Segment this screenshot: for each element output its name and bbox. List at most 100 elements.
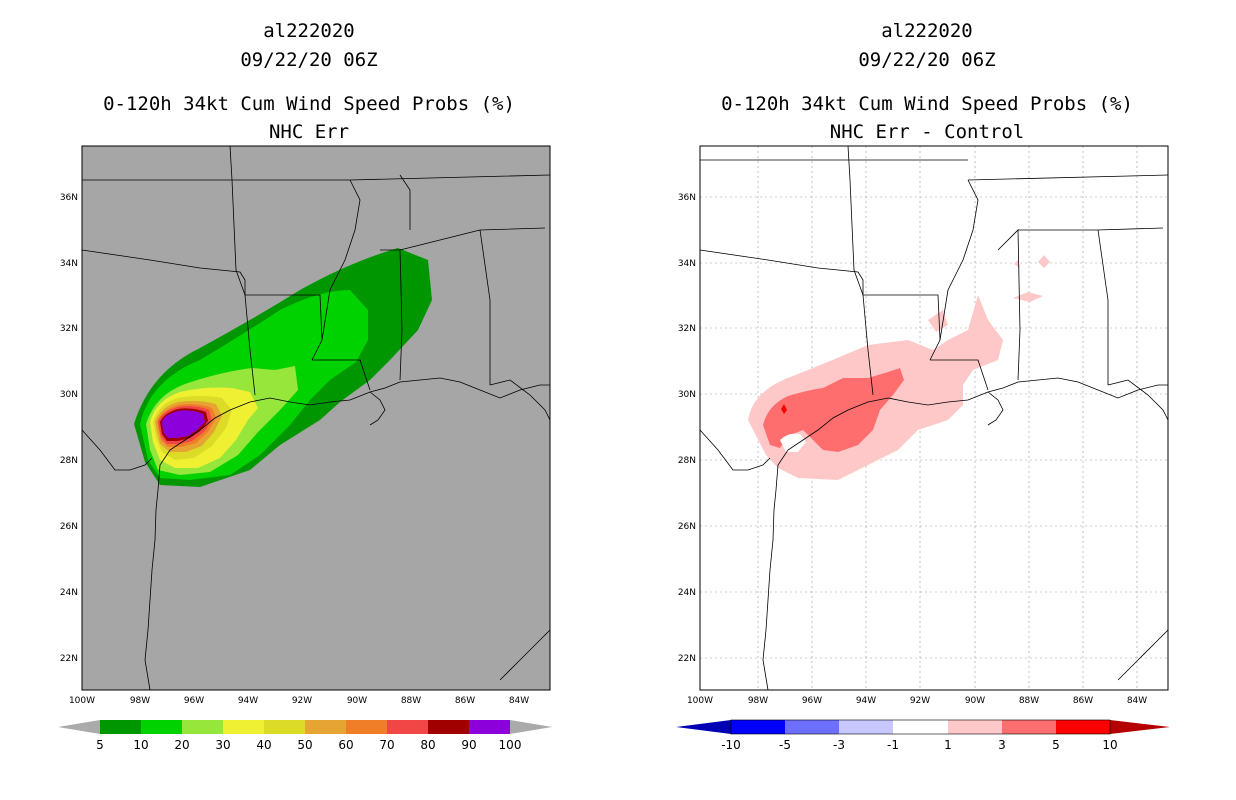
lon-label: 96W <box>184 696 204 706</box>
mississippi-border <box>939 179 1021 381</box>
storm-id-title: al222020 <box>263 20 355 42</box>
left-map-svg: 36N 34N 32N 30N 28N 26N 24N 22N 100W 98W… <box>58 145 552 752</box>
colorbar-label: 100 <box>499 738 522 752</box>
colorbar-label: 5 <box>1052 738 1060 752</box>
colorbar-swatch <box>1056 720 1110 734</box>
lon-label: 100W <box>687 696 713 706</box>
colorbar-swatch <box>785 720 839 734</box>
colorbar-label: -1 <box>887 738 899 752</box>
colorbar-swatch <box>305 720 346 734</box>
lon-axis: 100W 98W 96W 94W 92W 90W 88W 86W 84W <box>687 696 1147 706</box>
lon-label: 92W <box>910 696 930 706</box>
right-map-svg: 36N 34N 32N 30N 28N 26N 24N 22N 100W 98W… <box>676 145 1170 752</box>
product-title: 0-120h 34kt Cum Wind Speed Probs (%) <box>103 93 515 115</box>
lon-label: 88W <box>401 696 421 706</box>
colorbar-swatch <box>469 720 510 734</box>
alabama-border <box>399 227 546 385</box>
lon-label: 86W <box>1073 696 1093 706</box>
lon-label: 100W <box>69 696 95 706</box>
colorbar-label: 1 <box>944 738 952 752</box>
yucatan-coast <box>1117 629 1169 681</box>
lat-label: 34N <box>60 259 78 269</box>
colorbar-swatch <box>948 720 1002 734</box>
colorbar-label: -5 <box>779 738 791 752</box>
subtitle: NHC Err - Control <box>829 121 1025 143</box>
lat-label: 22N <box>678 654 696 664</box>
colorbar-label: -3 <box>833 738 845 752</box>
colorbar-low-arrow <box>58 720 100 734</box>
lon-label: 94W <box>238 696 258 706</box>
lon-label: 88W <box>1019 696 1039 706</box>
coastlines-borders <box>699 145 1169 691</box>
diff-1-3-b <box>928 310 948 332</box>
colorbar-label: 5 <box>96 738 104 752</box>
lat-label: 28N <box>60 456 78 466</box>
gulf-coast <box>144 377 550 691</box>
diff-3-5 <box>763 368 904 452</box>
lon-label: 92W <box>292 696 312 706</box>
alabama-border <box>1018 227 1164 385</box>
map-frame <box>81 145 551 691</box>
us-mexico-border <box>699 429 771 471</box>
mississippi-border <box>321 179 403 381</box>
colorbar-label: 90 <box>461 738 476 752</box>
colorbar-label: 60 <box>338 738 353 752</box>
colorbar-swatch <box>182 720 223 734</box>
datetime-title: 09/22/20 06Z <box>858 49 996 71</box>
tennessee-border <box>349 174 551 230</box>
diff-5-10 <box>781 404 787 414</box>
left-map-panel: al222020 09/22/20 06Z 0-120h 34kt Cum Wi… <box>58 20 552 752</box>
colorbar-swatch <box>1002 720 1056 734</box>
florida-coast <box>489 379 551 421</box>
datetime-title: 09/22/20 06Z <box>240 49 378 71</box>
colorbar-label: 10 <box>133 738 148 752</box>
lon-label: 94W <box>856 696 876 706</box>
colorbar-outline <box>730 719 1111 735</box>
lat-label: 30N <box>678 390 696 400</box>
colorbar-high-arrow <box>1110 720 1170 734</box>
louisiana-border <box>244 294 371 396</box>
colorbar-swatch <box>264 720 305 734</box>
colorbar-swatch <box>731 720 785 734</box>
right-map-panel: al222020 09/22/20 06Z 0-120h 34kt Cum Wi… <box>618 0 1236 800</box>
texas-oklahoma-border <box>81 249 246 295</box>
florida-coast <box>1107 379 1169 421</box>
colorbar-label: 50 <box>297 738 312 752</box>
colorbar-swatch <box>100 720 141 734</box>
gulf-coast <box>762 377 1168 691</box>
lat-label: 32N <box>678 324 696 334</box>
mississippi-delta <box>369 391 386 426</box>
lon-label: 84W <box>1127 696 1147 706</box>
lat-label: 34N <box>678 259 696 269</box>
lat-label: 26N <box>60 522 78 532</box>
colorbar-high-arrow <box>510 720 552 734</box>
louisiana-border <box>862 294 989 396</box>
lon-label: 84W <box>509 696 529 706</box>
subtitle: NHC Err <box>268 121 350 143</box>
colorbar-label: 30 <box>215 738 230 752</box>
colorbar-low-arrow <box>676 720 731 734</box>
colorbar-label: 80 <box>420 738 435 752</box>
colorbar-label: -10 <box>721 738 741 752</box>
lon-axis: 100W 98W 96W 94W 92W 90W 88W 86W 84W <box>69 696 529 706</box>
lon-label: 86W <box>455 696 475 706</box>
lat-axis: 36N 34N 32N 30N 28N 26N 24N 22N <box>60 193 78 664</box>
lat-label: 36N <box>60 193 78 203</box>
lat-label: 36N <box>678 193 696 203</box>
colorbar-label: 3 <box>998 738 1006 752</box>
lat-label: 26N <box>678 522 696 532</box>
colorbar-label: 70 <box>379 738 394 752</box>
lon-label: 96W <box>802 696 822 706</box>
coastlines-borders <box>81 145 551 691</box>
colorbar-swatch <box>839 720 893 734</box>
lat-label: 22N <box>60 654 78 664</box>
lon-label: 98W <box>748 696 768 706</box>
colorbar-swatch <box>428 720 469 734</box>
storm-id-title: al222020 <box>881 20 973 42</box>
colorbar-label: 10 <box>1102 738 1117 752</box>
tennessee-border <box>967 174 1169 181</box>
colorbar-label: 40 <box>256 738 271 752</box>
colorbar-swatch <box>223 720 264 734</box>
probability-contours <box>134 248 432 487</box>
diff-1-3-c <box>1013 292 1043 302</box>
